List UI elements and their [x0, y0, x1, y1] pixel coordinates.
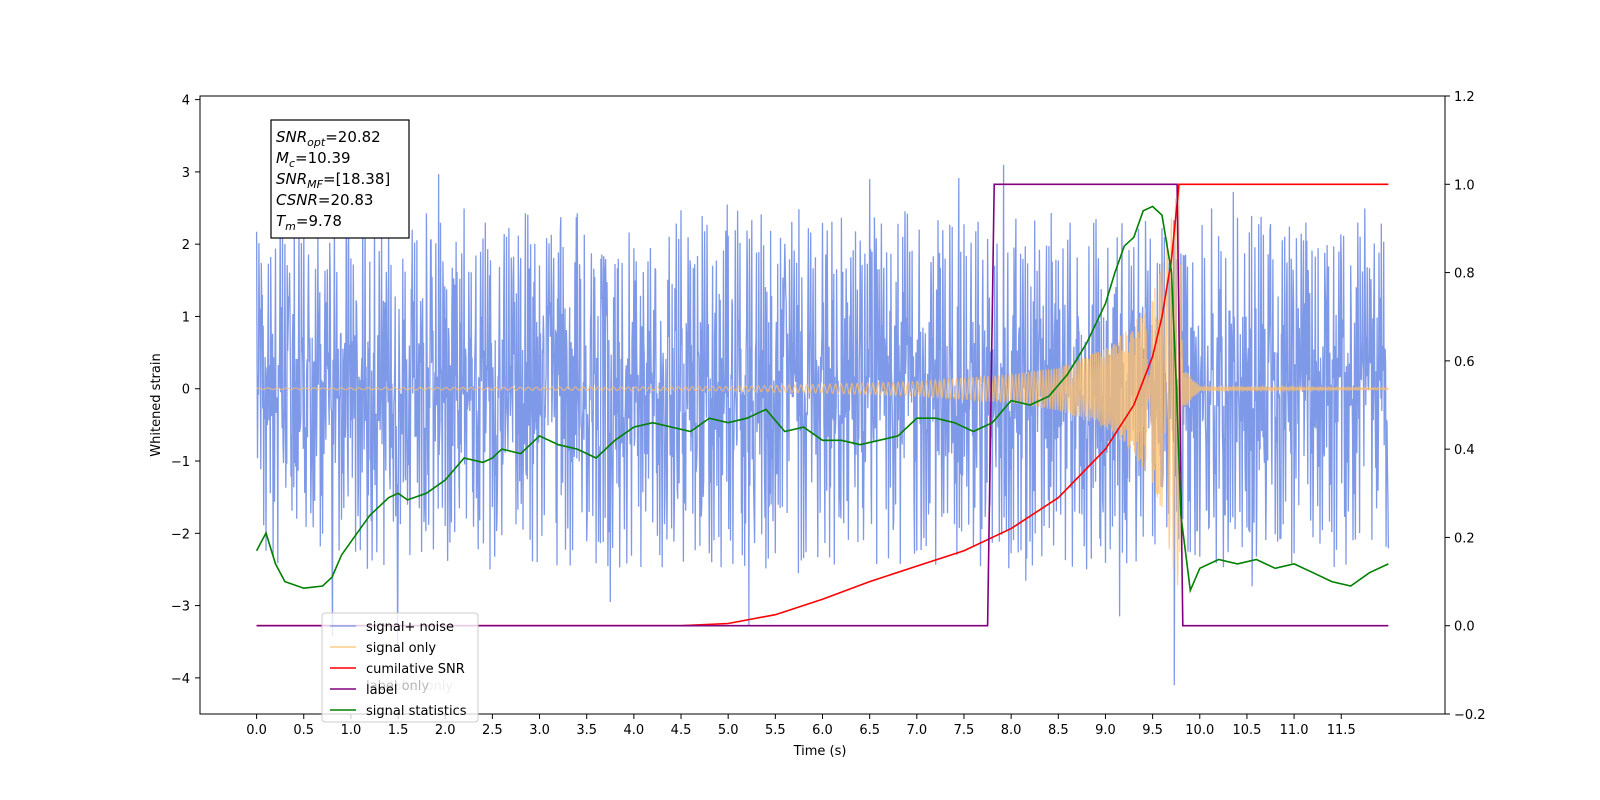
annotation-line: Tm=9.78: [276, 212, 342, 233]
x-tick-label: 3.0: [529, 723, 550, 738]
y2-tick-label: 1.0: [1454, 178, 1475, 193]
legend-entry-label: signal+ noise: [366, 620, 454, 635]
y-tick-label: 2: [182, 238, 190, 253]
legend-entry-label: signal statistics: [366, 704, 467, 719]
y2-axis: 1.2 1.0 0.8 0.6 0.4 0.2 0.0 −0.2: [1445, 90, 1486, 723]
x-tick-label: 6.5: [859, 723, 880, 738]
x-tick-label: 10.0: [1185, 723, 1214, 738]
x-tick-label: 8.5: [1048, 723, 1069, 738]
annotation-value: =20.82: [325, 128, 381, 146]
annotation-subscript: opt: [307, 136, 326, 149]
annotation-symbol: T: [276, 212, 287, 230]
legend-underlay-text: label only: [366, 679, 429, 694]
x-tick-label: 7.0: [906, 723, 927, 738]
series-layer: [255, 164, 1390, 686]
x-tick-label: 0.0: [246, 723, 267, 738]
annotation-subscript: MF: [307, 178, 323, 191]
y2-tick-label: 0.0: [1454, 620, 1475, 635]
y2-tick-label: 0.8: [1454, 267, 1475, 282]
y-tick-label: −1: [171, 455, 190, 470]
annotation-line: SNRopt=20.82: [276, 128, 381, 149]
x-tick-label: 8.0: [1001, 723, 1022, 738]
x-tick-label: 0.5: [293, 723, 314, 738]
series-signal-only-line: [256, 186, 1389, 586]
series-signal-statistics-line: [255, 205, 1389, 594]
x-tick-label: 4.5: [671, 723, 692, 738]
x-tick-label: 11.0: [1280, 723, 1309, 738]
x-tick-label: 5.0: [718, 723, 739, 738]
x-tick-label: 2.5: [482, 723, 503, 738]
x-tick-label: 5.5: [765, 723, 786, 738]
annotation-value: =9.78: [296, 212, 342, 230]
annotation-subscript: m: [285, 220, 296, 233]
y-tick-label: 1: [182, 310, 190, 325]
x-tick-label: 9.0: [1095, 723, 1116, 738]
x-tick-label: 2.0: [435, 723, 456, 738]
y-tick-label: 0: [182, 383, 190, 398]
y-tick-label: −2: [171, 527, 190, 542]
y-tick-label: 3: [182, 166, 190, 181]
y2-tick-label: 0.6: [1454, 355, 1475, 370]
x-tick-label: 10.5: [1232, 723, 1261, 738]
legend-entry-label: signal only: [366, 641, 436, 656]
x-axis-label: Time (s): [793, 744, 847, 759]
annotation-symbol: SNR: [276, 128, 307, 146]
annotation-symbol: CSNR: [276, 191, 318, 209]
annotation-subscript: c: [289, 157, 295, 170]
x-axis: 0.0 0.5 1.0 1.5 2.0 2.5 3.0 3.5 4.0 4.5 5.0 5.5 6.0 6…: [246, 714, 1356, 738]
y-tick-label: −3: [171, 600, 190, 615]
x-tick-label: 1.5: [388, 723, 409, 738]
annotation-value: =10.39: [295, 149, 351, 167]
y2-tick-label: 0.4: [1454, 443, 1475, 458]
y2-tick-label: 1.2: [1454, 90, 1475, 105]
series-label-line: [256, 183, 1389, 627]
annotation-value: =20.83: [318, 191, 374, 209]
legend-entry-label: cumilative SNR: [366, 662, 465, 677]
annotation-value: =[18.38]: [323, 170, 390, 188]
legend-entry-label: label: [366, 683, 397, 698]
legend-frame: [321, 612, 479, 723]
annotation-frame: [270, 119, 410, 239]
y-axis: 4 3 2 1 0 −1 −2 −3 −4: [171, 94, 200, 687]
x-tick-label: 6.0: [812, 723, 833, 738]
annotation-box: SNRopt=20.82Mc=10.39SNRMF=[18.38]CSNR=20…: [270, 119, 410, 239]
y2-tick-label: 0.2: [1454, 531, 1475, 546]
series-cumulative-snr-line: [256, 183, 1389, 627]
series-signal-noise-line: [255, 164, 1390, 686]
x-tick-label: 7.5: [954, 723, 975, 738]
annotation-line: SNRMF=[18.38]: [276, 170, 390, 191]
x-tick-label: 4.0: [624, 723, 645, 738]
annotation-symbol: SNR: [276, 170, 307, 188]
x-tick-label: 3.5: [576, 723, 597, 738]
x-tick-label: 11.5: [1327, 723, 1356, 738]
x-tick-label: 1.0: [341, 723, 362, 738]
x-tick-label: 9.5: [1142, 723, 1163, 738]
y-tick-label: 4: [182, 94, 190, 109]
annotation-line: Mc=10.39: [276, 149, 351, 170]
annotation-line: CSNR=20.83: [276, 191, 373, 209]
y-tick-label: −4: [171, 672, 190, 687]
annotation-symbol: M: [276, 149, 289, 167]
y2-tick-label: −0.2: [1454, 708, 1486, 723]
y-axis-label: Whitened strain: [149, 353, 164, 456]
